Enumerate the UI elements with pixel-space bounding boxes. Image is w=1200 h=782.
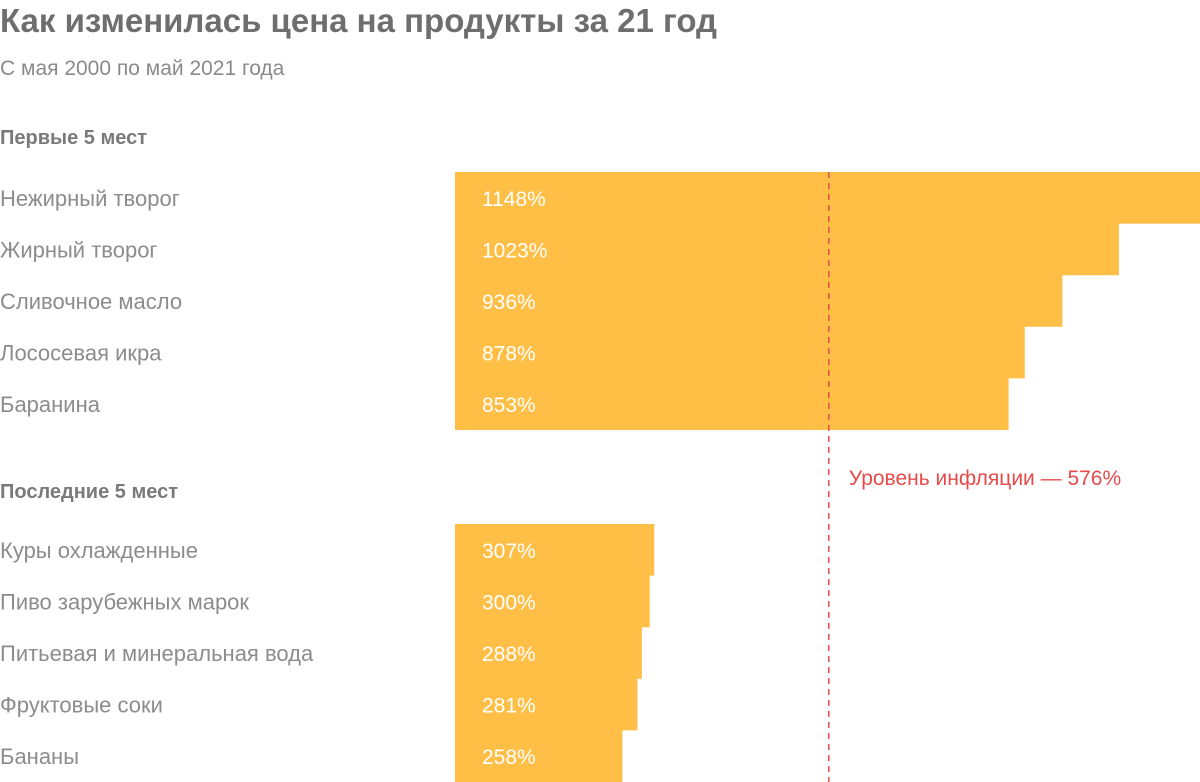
category-label-top-2: Жирный творог — [0, 237, 157, 262]
chart-title: Как изменилась цена на продукты за 21 го… — [0, 2, 717, 39]
value-label-bottom-3: 288% — [482, 643, 536, 666]
value-label-top-1: 1148% — [482, 188, 546, 211]
category-label-top-3: Сливочное масло — [0, 289, 182, 314]
category-label-top-5: Баранина — [0, 392, 101, 417]
value-label-top-3: 936% — [482, 291, 536, 314]
category-label-bottom-4: Фруктовые соки — [0, 693, 163, 718]
bar-top-5 — [455, 378, 1009, 430]
bar-group-bottom — [455, 524, 655, 782]
chart-subtitle: С мая 2000 по май 2021 года — [0, 57, 285, 80]
category-label-bottom-2: Пиво зарубежных марок — [0, 589, 249, 614]
value-label-top-5: 853% — [482, 394, 536, 417]
category-label-bottom-3: Питьевая и минеральная вода — [0, 641, 314, 666]
inflation-reference-label: Уровень инфляции — 576% — [849, 467, 1121, 490]
category-label-top-4: Лососевая икра — [0, 341, 162, 366]
bar-top-2 — [455, 224, 1119, 276]
category-label-top-1: Нежирный творог — [0, 186, 180, 211]
bar-top-1 — [455, 172, 1200, 224]
bar-top-4 — [455, 327, 1025, 379]
category-label-bottom-1: Куры охлажденные — [0, 538, 198, 563]
value-label-bottom-4: 281% — [482, 695, 536, 718]
category-label-bottom-5: Бананы — [0, 744, 79, 769]
section-title-bottom: Последние 5 мест — [0, 481, 179, 503]
section-title-top: Первые 5 мест — [0, 127, 148, 149]
value-label-bottom-2: 300% — [482, 591, 536, 614]
bar-bottom-5 — [455, 730, 622, 782]
value-label-top-4: 878% — [482, 343, 536, 366]
value-label-top-2: 1023% — [482, 239, 547, 262]
value-label-bottom-1: 307% — [482, 540, 536, 563]
value-label-bottom-5: 258% — [482, 746, 536, 769]
bar-group-top — [455, 172, 1200, 430]
bar-top-3 — [455, 275, 1062, 327]
